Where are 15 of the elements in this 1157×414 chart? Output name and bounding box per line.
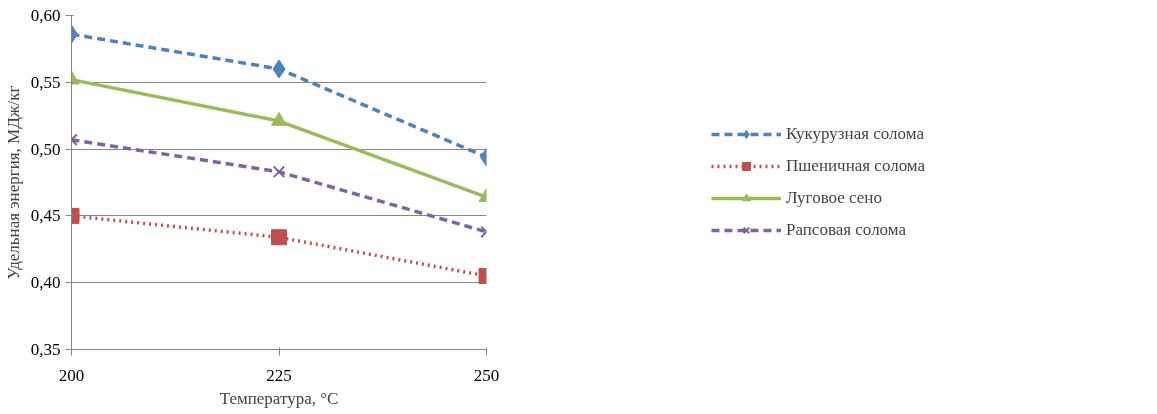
y-tick-label: 0,40 [30,273,61,293]
legend-label: Луговое сено [785,188,882,208]
legend-label: Кукурузная солома [785,124,924,144]
x-tick-label: 200 [58,365,85,385]
y-tick-label: 0,55 [30,72,61,92]
y-axis-title: Удельная энергия, МДж/кг [3,85,23,280]
x-tick-label: 250 [473,365,500,385]
y-tick-label: 0,50 [30,139,61,159]
y-tick-label: 0,60 [30,6,61,25]
y-tick-label: 0,45 [30,206,61,226]
x-tick-label: 225 [266,365,292,385]
x-axis-title: Температура, °C [219,388,339,408]
legend-label: Рапсовая солома [785,220,906,240]
legend-label: Пшеничная солома [785,156,926,176]
y-tick-label: 0,35 [30,340,61,359]
